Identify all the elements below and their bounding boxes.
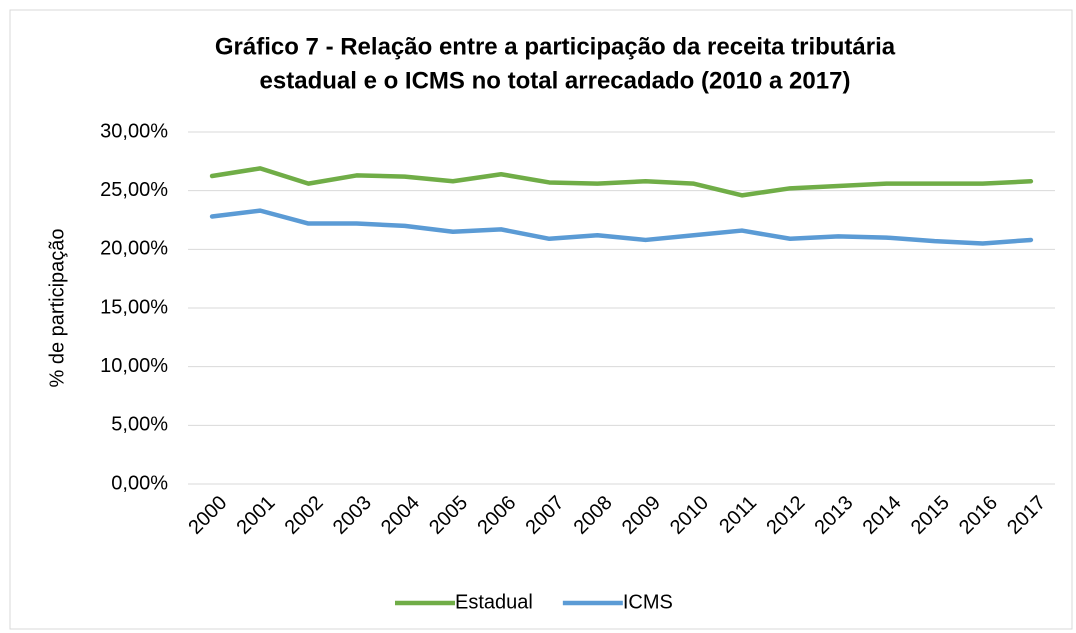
line-series bbox=[209, 166, 1034, 198]
y-tick-label: 20,00% bbox=[100, 238, 168, 260]
chart-title: Gráfico 7 - Relação entre a participação… bbox=[215, 33, 896, 60]
y-axis-label: % de participação bbox=[46, 229, 68, 388]
legend-label: ICMS bbox=[623, 591, 673, 613]
legend-label: Estadual bbox=[455, 591, 533, 613]
y-tick-label: 10,00% bbox=[100, 355, 168, 377]
y-tick-label: 25,00% bbox=[100, 179, 168, 201]
y-tick-label: 15,00% bbox=[100, 296, 168, 318]
y-tick-label: 30,00% bbox=[100, 120, 168, 142]
y-tick-label: 0,00% bbox=[111, 472, 168, 494]
y-tick-label: 5,00% bbox=[111, 414, 168, 436]
line-series bbox=[209, 208, 1034, 246]
chart-border bbox=[9, 9, 1073, 630]
chart-title: estadual e o ICMS no total arrecadado (2… bbox=[260, 67, 851, 94]
